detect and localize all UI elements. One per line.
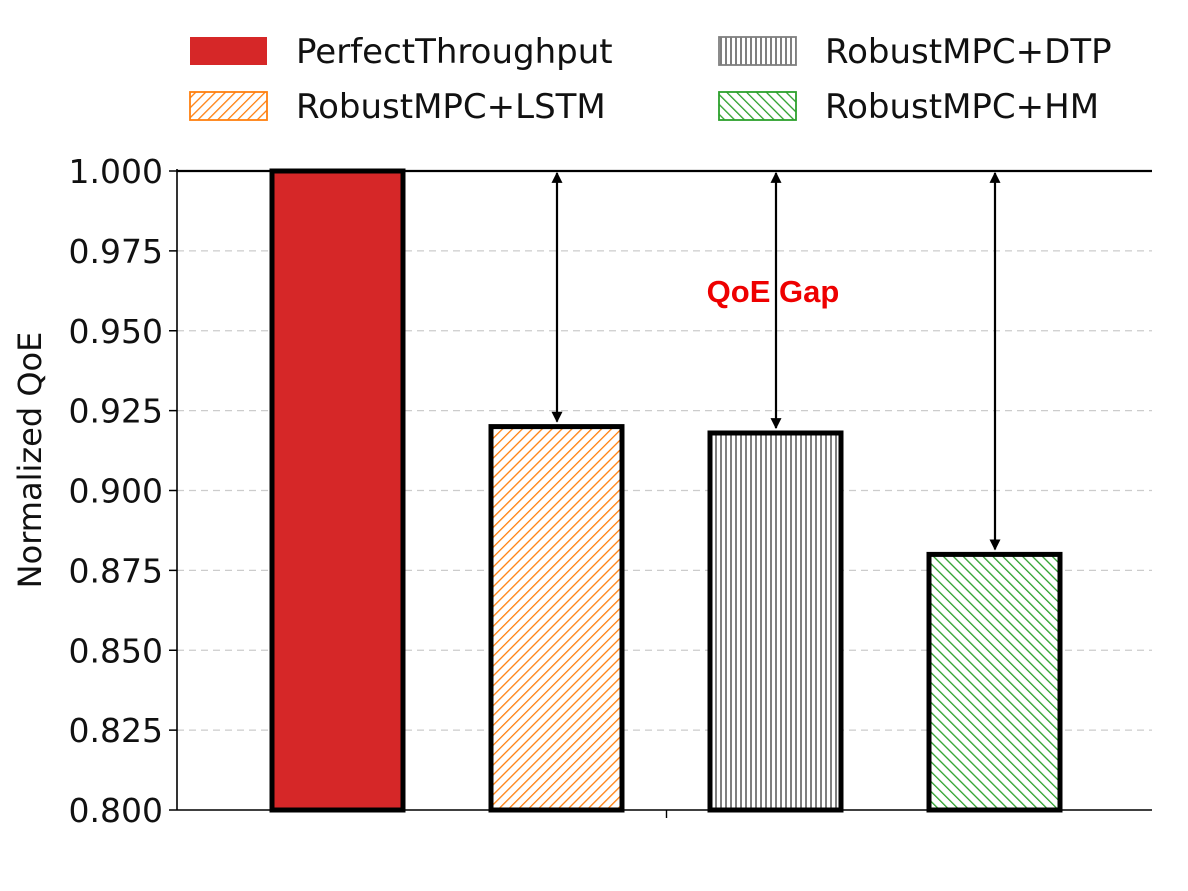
bar-robustmpc-lstm: [488, 424, 625, 813]
y-tick-label: 0.950: [69, 312, 163, 351]
legend-swatch: [718, 36, 797, 66]
y-tick-label: 0.925: [69, 392, 163, 431]
qoe-gap-annotation: QoE Gap: [707, 274, 840, 309]
y-tick-label: 0.800: [69, 791, 163, 830]
legend-label: RobustMPC+LSTM: [296, 87, 606, 127]
legend-label: PerfectThroughput: [296, 32, 613, 72]
y-axis-label: Normalized QoE: [11, 332, 49, 589]
legend-label: RobustMPC+HM: [825, 87, 1099, 127]
y-tick-label: 1.000: [69, 152, 163, 191]
y-tick-label: 0.825: [69, 711, 163, 750]
y-tick-label: 0.875: [69, 551, 163, 590]
legend-swatch: [189, 91, 268, 121]
axes: [176, 169, 1152, 818]
y-tick-label: 0.975: [69, 232, 163, 271]
bars: [269, 168, 1063, 813]
y-tick-label: 0.900: [69, 472, 163, 511]
y-tick-label: 0.850: [69, 631, 163, 670]
bar-robustmpc-dtp: [707, 430, 844, 813]
bar-robustmpc-hm: [926, 551, 1063, 813]
gap-arrows: [551, 171, 1001, 551]
legend: PerfectThroughput RobustMPC+LSTM RobustMPC…: [189, 32, 1112, 127]
legend-swatch: [190, 37, 267, 65]
legend-label: RobustMPC+DTP: [825, 32, 1112, 72]
y-axis-ticks: 0.800 0.825 0.850 0.875 0.900 0.925 0.950 0.975…: [69, 152, 177, 830]
bar-perfectthroughput: [269, 168, 406, 813]
legend-swatch: [718, 91, 797, 121]
